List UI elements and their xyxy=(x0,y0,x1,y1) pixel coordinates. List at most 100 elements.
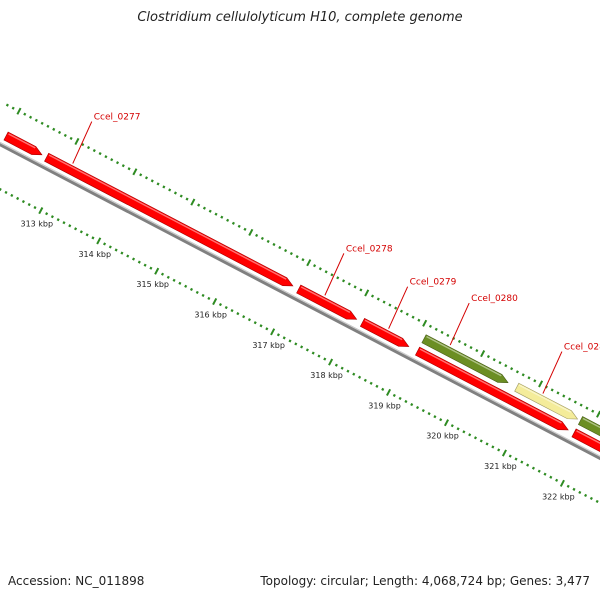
inner-scale-minor-tick xyxy=(178,281,182,285)
outer-scale-minor-tick xyxy=(457,339,461,344)
inner-scale-minor-tick xyxy=(543,472,547,476)
outer-scale-minor-tick xyxy=(81,142,85,147)
scale-label: 322 kbp xyxy=(542,492,575,501)
inner-scale-minor-tick xyxy=(288,339,292,343)
outer-scale-minor-tick xyxy=(260,236,264,241)
outer-scale-minor-tick xyxy=(115,161,120,165)
inner-scale-minor-tick xyxy=(247,318,251,322)
outer-scale-major-tick xyxy=(306,259,312,267)
inner-scale-minor-tick xyxy=(259,324,263,328)
inner-scale-minor-tick xyxy=(126,254,130,258)
inner-scale-minor-tick xyxy=(334,363,338,367)
inner-scale-minor-tick xyxy=(276,333,280,337)
inner-scale-minor-tick xyxy=(137,260,141,264)
inner-scale-major-tick xyxy=(212,297,218,306)
outer-scale-minor-tick xyxy=(11,106,15,110)
inner-scale-minor-tick xyxy=(189,287,194,291)
outer-scale-major-tick xyxy=(480,350,486,358)
outer-scale-minor-tick xyxy=(405,312,409,316)
outer-scale-minor-tick xyxy=(342,279,346,283)
inner-scale-minor-tick xyxy=(462,430,466,434)
gene-label: Ccel_0280 xyxy=(471,294,518,304)
inner-scale-minor-tick xyxy=(555,478,559,482)
gene-ccel_0277 xyxy=(44,152,294,287)
gene-label: Ccel_0281 xyxy=(564,343,600,353)
gene-highlight xyxy=(48,154,287,280)
inner-scale-minor-tick xyxy=(62,221,66,225)
inner-scale-minor-tick xyxy=(549,475,553,479)
inner-scale-minor-tick xyxy=(21,199,25,204)
outer-scale-minor-tick xyxy=(98,152,102,156)
outer-scale-minor-tick xyxy=(591,409,595,413)
outer-scale-minor-tick xyxy=(86,145,91,150)
outer-scale-minor-tick xyxy=(127,167,131,171)
inner-scale-minor-tick xyxy=(120,251,124,255)
inner-scale-minor-tick xyxy=(103,242,107,246)
outer-scale-minor-tick xyxy=(63,133,67,137)
inner-scale-minor-tick xyxy=(50,215,54,219)
gene-ccel_0280 xyxy=(421,334,509,383)
outer-scale-minor-tick xyxy=(162,185,166,189)
inner-scale-minor-tick xyxy=(27,202,31,207)
outer-scale-major-tick xyxy=(422,319,428,327)
outer-scale-major-tick xyxy=(190,198,196,206)
inner-scale-minor-tick xyxy=(166,275,170,279)
outer-scale-minor-tick xyxy=(573,400,577,404)
outer-scale-minor-tick xyxy=(150,179,154,183)
inner-scale-minor-tick xyxy=(149,266,153,270)
inner-scale-minor-tick xyxy=(317,354,321,358)
inner-scale-minor-tick xyxy=(114,248,118,252)
outer-scale-minor-tick xyxy=(295,255,299,259)
outer-scale-minor-tick xyxy=(121,164,125,168)
gene-label-line xyxy=(72,121,93,164)
gene-ccel_0279 xyxy=(359,317,410,347)
inner-scale-major-tick xyxy=(154,267,160,275)
outer-scale-minor-tick xyxy=(52,127,56,131)
gene-label: Ccel_0279 xyxy=(410,278,457,288)
gene-label: Ccel_0278 xyxy=(346,244,393,254)
outer-scale-minor-tick xyxy=(521,373,525,377)
inner-scale-minor-tick xyxy=(45,212,49,216)
inner-scale-minor-tick xyxy=(253,321,257,325)
inner-scale-minor-tick xyxy=(68,224,72,228)
outer-scale-minor-tick xyxy=(237,224,241,228)
inner-scale-minor-tick xyxy=(184,284,188,288)
outer-scale-minor-tick xyxy=(243,227,247,231)
outer-scale-minor-tick xyxy=(399,309,404,313)
outer-scale-minor-tick xyxy=(313,264,317,268)
scale-label: 317 kbp xyxy=(252,341,285,350)
backbone-line xyxy=(0,141,600,461)
accession-label: Accession: NC_011898 xyxy=(8,574,145,588)
inner-scale-minor-tick xyxy=(16,196,20,201)
inner-scale-minor-tick xyxy=(375,384,379,388)
inner-scale-major-tick xyxy=(38,207,44,215)
outer-scale-minor-tick xyxy=(469,345,473,350)
outer-scale-minor-tick xyxy=(428,324,433,328)
inner-scale-minor-tick xyxy=(265,327,269,331)
inner-scale-minor-tick xyxy=(74,227,78,231)
map-title: Clostridium cellulolyticum H10, complete… xyxy=(137,10,463,25)
inner-scale-minor-tick xyxy=(369,381,373,385)
inner-scale-minor-tick xyxy=(485,442,489,446)
outer-scale-minor-tick xyxy=(197,203,201,207)
outer-scale-minor-tick xyxy=(527,376,531,380)
inner-scale-minor-tick xyxy=(589,496,593,501)
outer-scale-minor-tick xyxy=(214,212,218,216)
outer-scale-minor-tick xyxy=(492,358,496,362)
outer-scale-minor-tick xyxy=(139,173,143,177)
inner-scale-minor-tick xyxy=(10,193,14,198)
outer-scale-minor-tick xyxy=(411,315,415,319)
outer-scale-minor-tick xyxy=(58,130,62,134)
scale-label: 316 kbp xyxy=(194,311,227,320)
inner-scale-minor-tick xyxy=(572,487,576,491)
inner-scale-major-tick xyxy=(443,419,450,427)
outer-scale-minor-tick xyxy=(110,158,114,162)
genome-summary: Topology: circular; Length: 4,068,724 bp… xyxy=(260,574,590,588)
inner-scale-major-tick xyxy=(501,449,507,457)
inner-scale-minor-tick xyxy=(305,348,309,352)
outer-scale-minor-tick xyxy=(92,149,96,153)
outer-scale-minor-tick xyxy=(272,242,276,247)
outer-scale-minor-tick xyxy=(562,394,566,398)
outer-scale-minor-tick xyxy=(34,118,38,122)
outer-scale-minor-tick xyxy=(585,406,589,410)
